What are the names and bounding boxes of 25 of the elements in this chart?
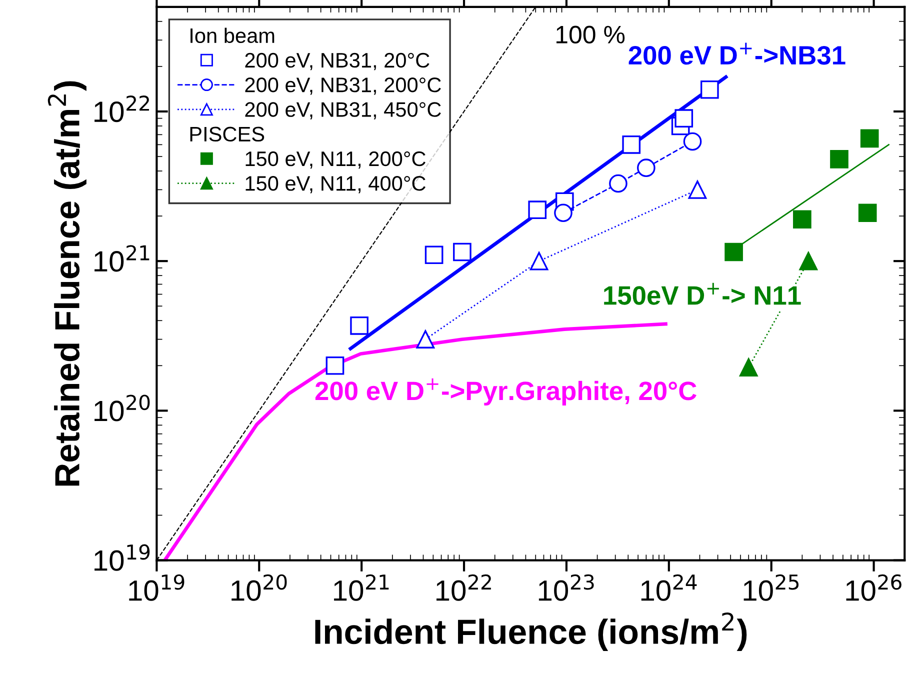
x-tick-label: 10$^{23}$ [538, 574, 594, 601]
legend-label: 200 eV, NB31, 20°C [245, 52, 430, 70]
legend-label: 150 eV, N11, 200°C [246, 151, 426, 169]
x-tick-label: 10$^{22}$ [436, 574, 491, 601]
x-tick-label: 10$^{24}$ [641, 574, 697, 601]
y-tick-label: 10$^{20}$ [94, 394, 150, 422]
x-axis-title: Incident Fluence (ions/m$^{2}$) [315, 612, 747, 652]
x-tick-label: 10$^{19}$ [129, 574, 184, 601]
annotation: 100 % [556, 26, 625, 44]
annotation: 200 eV D$^{+}$->NB31 [628, 42, 846, 65]
annotation: 150eV D$^{+}$-> N11 [604, 282, 801, 305]
legend-label: 150 eV, N11, 400°C [246, 176, 426, 194]
y-axis-title: Retained Fluence (at/m$^{2}$) [48, 81, 86, 486]
annotation: Ion beam [190, 28, 274, 44]
x-tick-label: 10$^{26}$ [846, 574, 902, 601]
x-tick-label: 10$^{21}$ [334, 574, 389, 601]
y-tick-label: 10$^{22}$ [94, 95, 149, 122]
legend-label: 200 eV, NB31, 200°C [245, 78, 441, 95]
annotation: PISCES [190, 126, 264, 142]
x-tick-label: 10$^{25}$ [744, 574, 799, 601]
x-tick-label: 10$^{20}$ [232, 574, 287, 601]
annotation: 200 eV D$^{+}$->Pyr.Graphite, 20°C [315, 378, 696, 406]
legend-label: 200 eV, NB31, 450°C [245, 102, 441, 120]
y-tick-label: 10$^{21}$ [94, 245, 150, 272]
y-tick-label: 10$^{19}$ [94, 544, 150, 571]
